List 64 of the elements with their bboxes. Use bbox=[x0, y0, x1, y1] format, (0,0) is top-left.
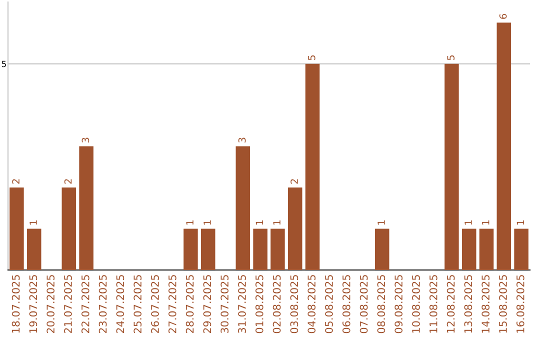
bar bbox=[184, 228, 198, 270]
x-tick-label: 27.07.2025 bbox=[168, 275, 176, 334]
x-tick-label: 28.07.2025 bbox=[186, 275, 194, 334]
data-label: 1 bbox=[464, 220, 472, 225]
data-label: 3 bbox=[82, 138, 90, 142]
data-label: 2 bbox=[12, 179, 20, 184]
x-tick-label: 02.08.2025 bbox=[272, 275, 281, 334]
x-tick-label: 13.08.2025 bbox=[464, 275, 472, 333]
x-tick-label: 12.08.2025 bbox=[446, 275, 455, 333]
data-label: 5 bbox=[447, 55, 455, 60]
data-label: 1 bbox=[256, 220, 263, 225]
bar bbox=[62, 188, 76, 270]
data-label: 1 bbox=[516, 220, 524, 225]
bar bbox=[270, 228, 285, 270]
data-label: 3 bbox=[238, 138, 246, 142]
bar bbox=[253, 228, 268, 270]
x-tick-label: 20.07.2025 bbox=[46, 275, 55, 334]
x-tick-label: 24.07.2025 bbox=[116, 275, 124, 334]
x-tick-label: 03.08.2025 bbox=[290, 275, 298, 334]
bar bbox=[200, 228, 216, 270]
x-tick-label: 01.08.2025 bbox=[255, 275, 264, 334]
x-tick-label: 18.07.2025 bbox=[12, 275, 20, 333]
x-tick-label: 15.08.2025 bbox=[499, 275, 507, 333]
x-tick-label: 04.08.2025 bbox=[308, 275, 316, 334]
x-tick-label: 29.07.2025 bbox=[203, 275, 212, 334]
bar bbox=[514, 228, 528, 270]
x-tick-label: 23.07.2025 bbox=[98, 275, 107, 334]
x-tick-label: 19.07.2025 bbox=[29, 275, 38, 333]
bar bbox=[444, 64, 459, 270]
data-label: 1 bbox=[30, 220, 37, 225]
bar bbox=[288, 188, 302, 270]
bar bbox=[79, 146, 94, 270]
x-tick-label: 26.07.2025 bbox=[151, 275, 159, 334]
data-label: 1 bbox=[482, 220, 490, 225]
data-label: 1 bbox=[273, 220, 280, 225]
x-tick-label: 16.08.2025 bbox=[516, 275, 524, 333]
bar bbox=[26, 228, 42, 270]
data-label: 5 bbox=[308, 55, 316, 60]
x-tick-label: 30.07.2025 bbox=[220, 275, 229, 334]
x-tick-label: 06.08.2025 bbox=[342, 275, 350, 334]
bar bbox=[496, 22, 512, 270]
x-tick-label: 14.08.2025 bbox=[482, 275, 490, 333]
x-tick-label: 05.08.2025 bbox=[325, 275, 333, 334]
bar bbox=[236, 146, 250, 270]
bar bbox=[462, 228, 476, 270]
x-tick-label: 11.08.2025 bbox=[429, 275, 438, 333]
data-label: 6 bbox=[499, 14, 507, 19]
x-tick-label: 22.07.2025 bbox=[81, 275, 90, 334]
data-label: 2 bbox=[64, 179, 72, 184]
bar bbox=[10, 188, 24, 270]
x-tick-label: 08.08.2025 bbox=[377, 275, 386, 334]
x-tick-label: 21.07.2025 bbox=[64, 275, 72, 334]
data-label: 1 bbox=[378, 220, 385, 225]
bar bbox=[479, 228, 494, 270]
data-label: 1 bbox=[186, 220, 194, 225]
x-tick-label: 31.07.2025 bbox=[238, 275, 246, 334]
bar bbox=[305, 64, 320, 270]
x-tick-label: 10.08.2025 bbox=[412, 275, 420, 333]
x-tick-label: 09.08.2025 bbox=[394, 275, 403, 334]
x-tick-label: 07.08.2025 bbox=[360, 275, 368, 334]
x-tick-label: 25.07.2025 bbox=[134, 275, 142, 334]
data-label: 2 bbox=[290, 179, 298, 184]
data-label: 1 bbox=[204, 220, 211, 225]
bar bbox=[374, 228, 390, 270]
